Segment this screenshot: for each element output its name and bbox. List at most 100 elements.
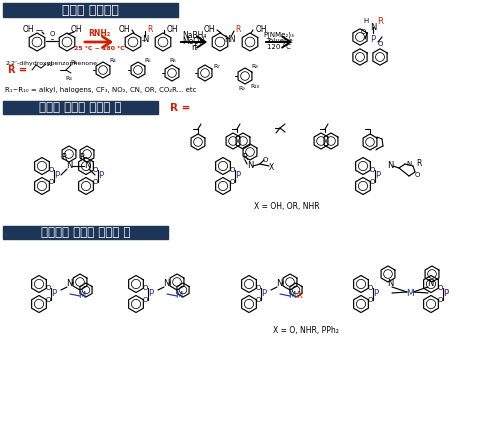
Text: P: P bbox=[148, 289, 153, 299]
Polygon shape bbox=[198, 65, 212, 81]
Text: OH: OH bbox=[22, 25, 34, 35]
Text: rt: rt bbox=[191, 42, 197, 51]
Text: M: M bbox=[406, 289, 414, 299]
Polygon shape bbox=[356, 178, 371, 194]
Text: R: R bbox=[416, 159, 422, 168]
Polygon shape bbox=[283, 274, 297, 290]
Text: O: O bbox=[48, 179, 54, 185]
Polygon shape bbox=[314, 133, 328, 149]
Text: X: X bbox=[297, 292, 303, 301]
Polygon shape bbox=[212, 33, 228, 51]
Text: P: P bbox=[443, 289, 449, 299]
Text: RNH₂: RNH₂ bbox=[88, 29, 110, 38]
Text: O: O bbox=[229, 167, 235, 173]
Text: 킬레이트 리간드 합성의 예: 킬레이트 리간드 합성의 예 bbox=[41, 226, 130, 239]
Text: R₄: R₄ bbox=[110, 57, 117, 63]
Text: OH: OH bbox=[166, 25, 178, 35]
FancyBboxPatch shape bbox=[3, 226, 168, 239]
Text: P: P bbox=[375, 172, 380, 181]
Text: X = OH, OR, NHR: X = OH, OR, NHR bbox=[254, 201, 320, 210]
Polygon shape bbox=[242, 276, 256, 292]
Polygon shape bbox=[424, 276, 438, 292]
Text: O: O bbox=[142, 285, 148, 291]
Text: N: N bbox=[387, 280, 393, 289]
Text: P: P bbox=[54, 172, 60, 181]
Polygon shape bbox=[59, 33, 75, 51]
Polygon shape bbox=[32, 295, 46, 312]
Text: N: N bbox=[276, 280, 282, 289]
Text: R₁₀: R₁₀ bbox=[250, 83, 259, 89]
Text: P: P bbox=[371, 35, 375, 44]
Text: O: O bbox=[92, 167, 98, 173]
Text: OH: OH bbox=[70, 25, 82, 35]
Text: P: P bbox=[261, 289, 266, 299]
Text: 120 °C: 120 °C bbox=[267, 44, 291, 50]
Text: N: N bbox=[370, 22, 376, 32]
Text: N: N bbox=[66, 280, 72, 289]
Polygon shape bbox=[216, 158, 231, 175]
Text: O: O bbox=[142, 297, 148, 303]
Polygon shape bbox=[73, 274, 87, 290]
Text: 2,2’-dihydroxybenzophenone: 2,2’-dihydroxybenzophenone bbox=[5, 61, 97, 67]
Text: R: R bbox=[61, 153, 67, 162]
Polygon shape bbox=[191, 134, 205, 150]
Polygon shape bbox=[226, 133, 240, 149]
Text: H: H bbox=[364, 18, 369, 24]
Text: O: O bbox=[255, 297, 260, 303]
Text: O: O bbox=[92, 179, 98, 185]
Text: R₁: R₁ bbox=[47, 61, 53, 67]
Polygon shape bbox=[354, 276, 369, 292]
Polygon shape bbox=[131, 62, 145, 78]
Text: O: O bbox=[255, 285, 260, 291]
Text: R =: R = bbox=[170, 103, 190, 113]
Text: R: R bbox=[236, 25, 241, 34]
Polygon shape bbox=[170, 274, 184, 290]
Text: O: O bbox=[437, 285, 443, 291]
Text: O: O bbox=[368, 285, 373, 291]
Polygon shape bbox=[155, 33, 171, 51]
Text: R: R bbox=[377, 16, 383, 25]
Text: N: N bbox=[142, 35, 148, 44]
Polygon shape bbox=[125, 33, 141, 51]
Text: 카이탈 리간드 합성의 예: 카이탈 리간드 합성의 예 bbox=[39, 101, 122, 114]
Text: R: R bbox=[79, 153, 85, 162]
Polygon shape bbox=[238, 68, 252, 84]
Polygon shape bbox=[80, 283, 92, 297]
Polygon shape bbox=[424, 295, 438, 312]
Polygon shape bbox=[363, 134, 377, 150]
Text: O: O bbox=[414, 172, 420, 178]
Text: M: M bbox=[288, 292, 296, 301]
Polygon shape bbox=[62, 146, 76, 162]
Polygon shape bbox=[353, 49, 367, 65]
Polygon shape bbox=[353, 29, 367, 45]
Polygon shape bbox=[80, 146, 94, 162]
FancyBboxPatch shape bbox=[3, 101, 158, 114]
Text: O: O bbox=[45, 285, 51, 291]
Polygon shape bbox=[324, 133, 338, 149]
Polygon shape bbox=[425, 266, 439, 282]
Polygon shape bbox=[290, 283, 302, 297]
Text: O: O bbox=[45, 297, 51, 303]
Polygon shape bbox=[79, 178, 93, 194]
Text: P: P bbox=[51, 289, 57, 299]
Text: R₃: R₃ bbox=[66, 76, 72, 80]
Text: O: O bbox=[368, 297, 373, 303]
Polygon shape bbox=[354, 295, 369, 312]
Text: X = O, NHR, PPh₂: X = O, NHR, PPh₂ bbox=[273, 325, 339, 334]
Polygon shape bbox=[242, 33, 258, 51]
Text: R₇: R₇ bbox=[214, 64, 221, 69]
Text: R₆: R₆ bbox=[170, 58, 176, 64]
Text: OH: OH bbox=[203, 25, 215, 35]
Polygon shape bbox=[356, 158, 371, 175]
Text: R₂: R₂ bbox=[71, 60, 77, 66]
Text: R: R bbox=[147, 25, 153, 34]
Polygon shape bbox=[79, 158, 93, 175]
Polygon shape bbox=[96, 62, 110, 78]
Polygon shape bbox=[35, 178, 49, 194]
Text: O: O bbox=[370, 179, 374, 185]
Polygon shape bbox=[35, 158, 49, 175]
Text: R₁~R₁₀ = alkyl, halogens, CF₃, NO₂, CN, OR, CO₂R... etc: R₁~R₁₀ = alkyl, halogens, CF₃, NO₂, CN, … bbox=[5, 87, 197, 93]
Text: MeOH: MeOH bbox=[183, 36, 206, 45]
Text: N: N bbox=[427, 280, 433, 289]
Text: P: P bbox=[443, 289, 449, 299]
